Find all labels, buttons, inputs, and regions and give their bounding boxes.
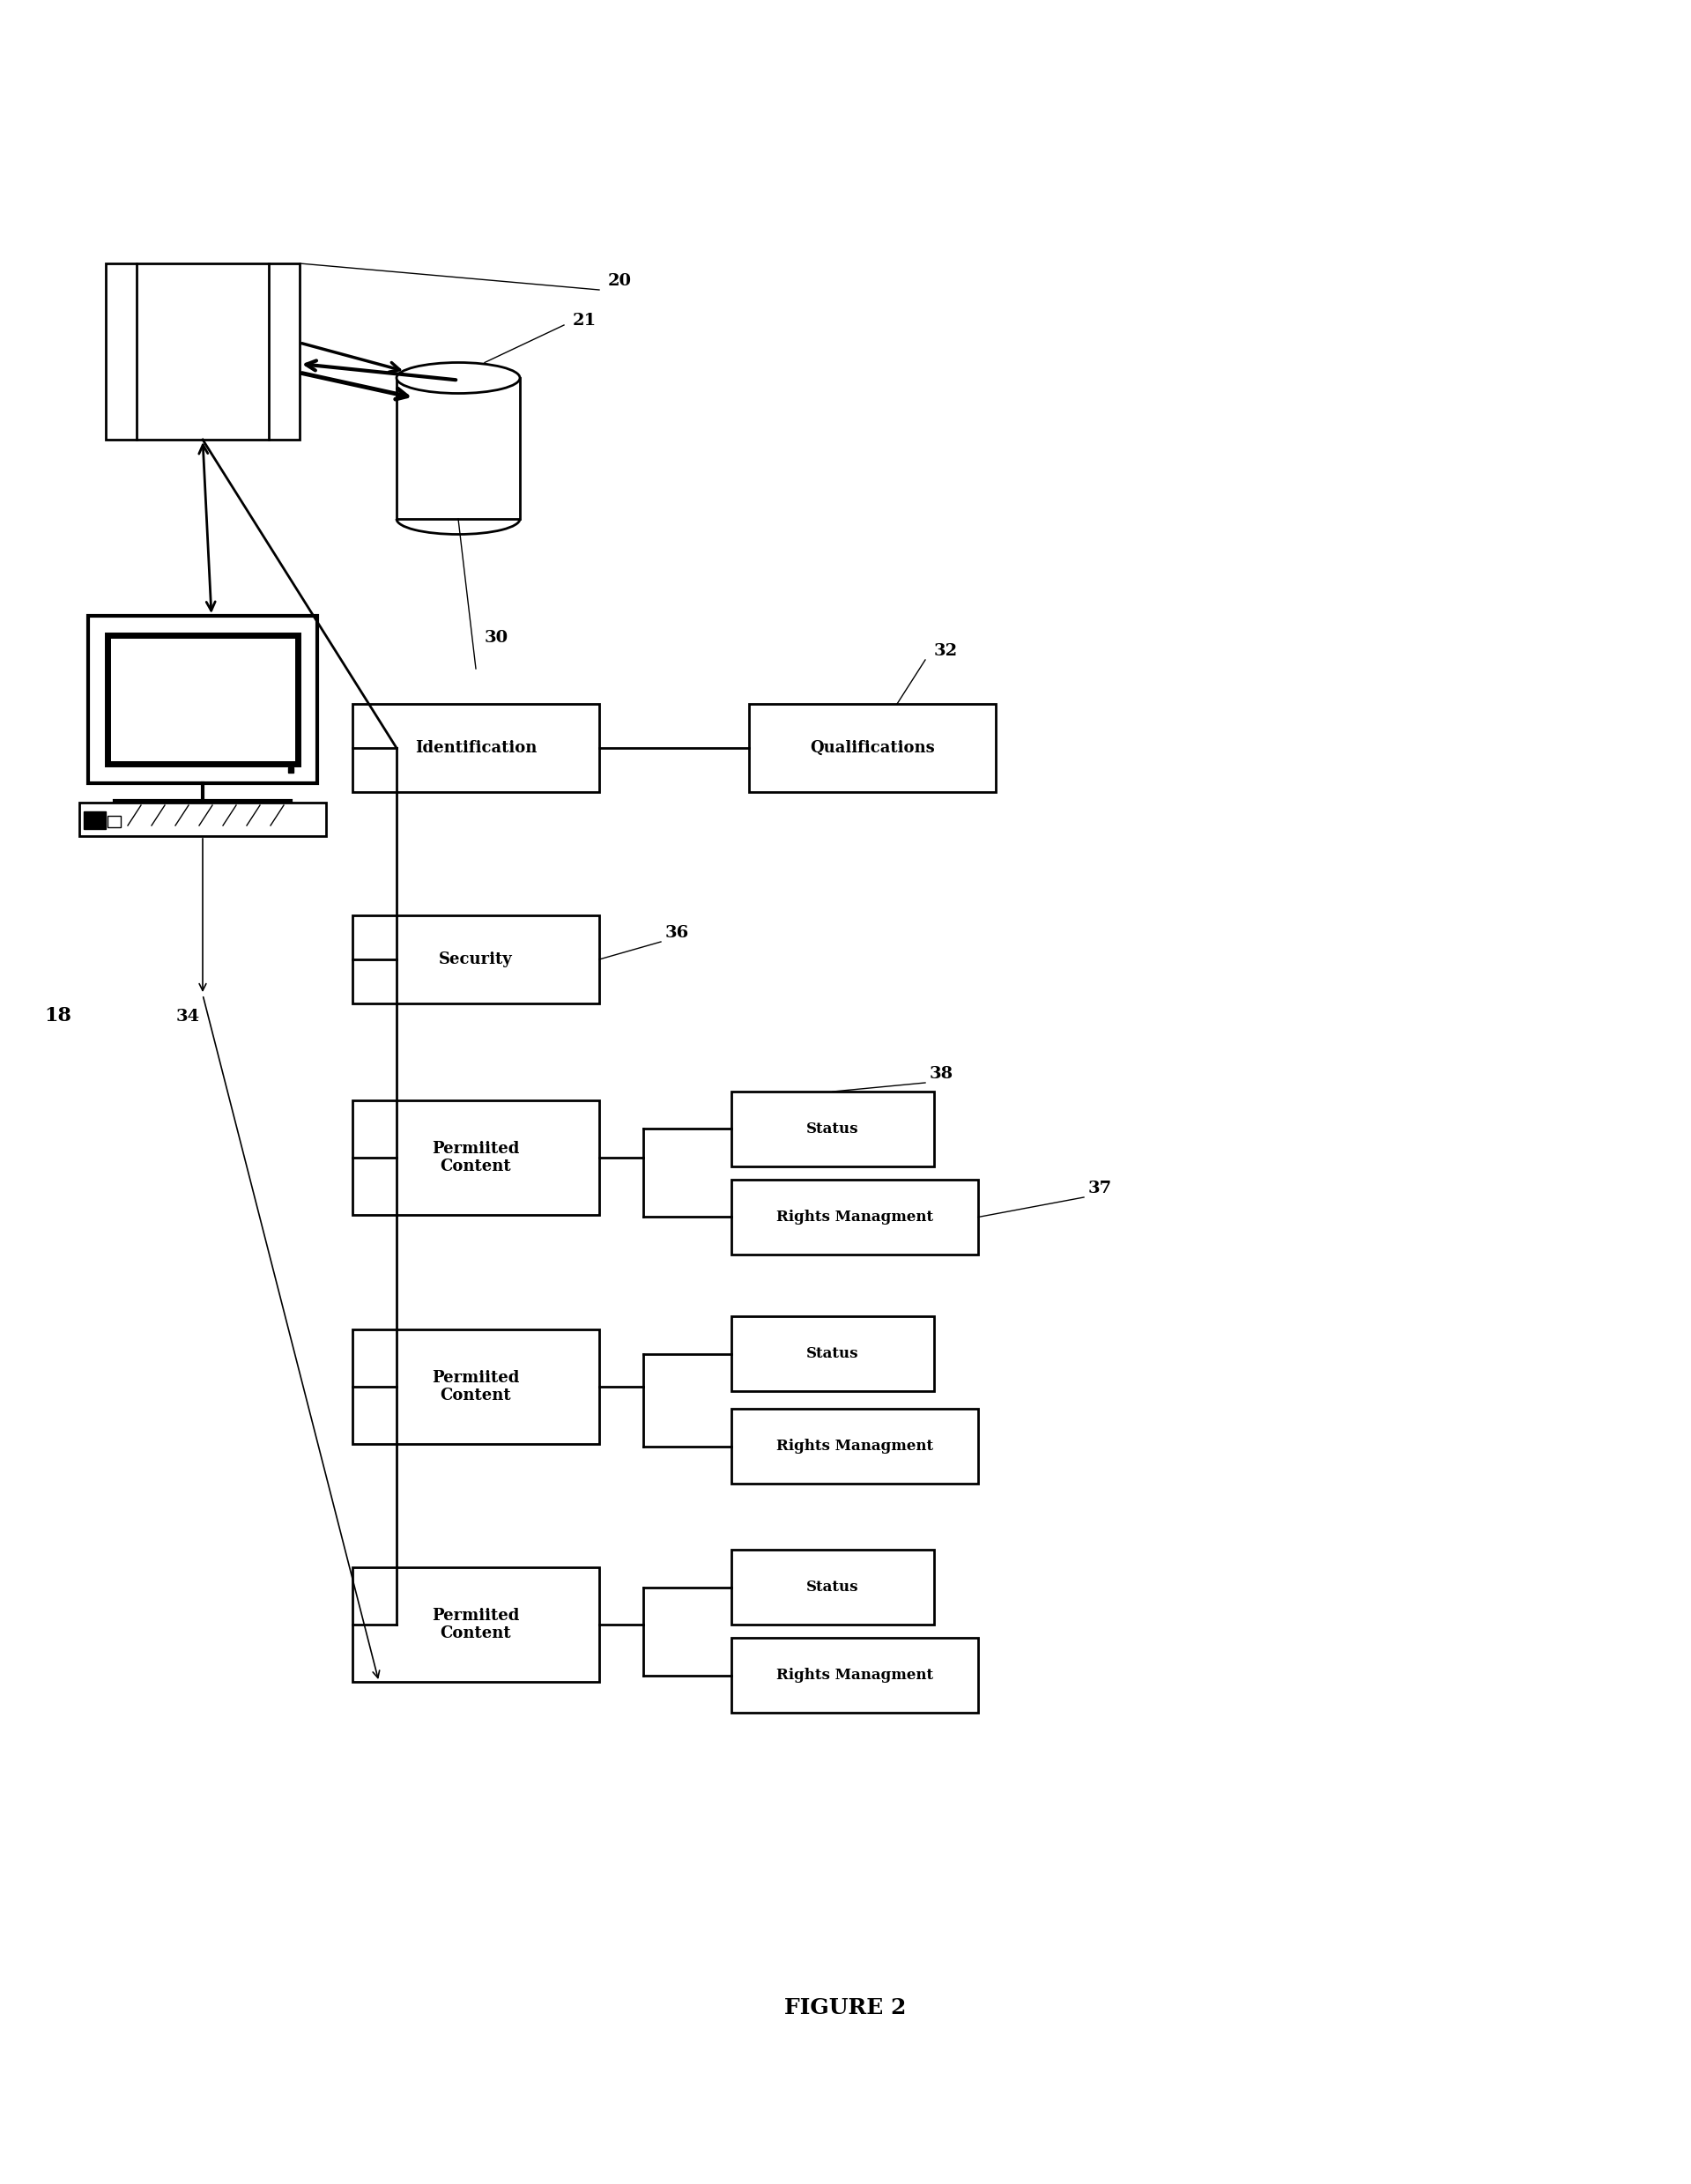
Text: 38: 38 <box>930 1066 954 1081</box>
FancyBboxPatch shape <box>352 915 599 1002</box>
FancyBboxPatch shape <box>352 1330 599 1444</box>
Text: 30: 30 <box>485 629 509 646</box>
FancyBboxPatch shape <box>352 703 599 793</box>
FancyBboxPatch shape <box>352 1101 599 1214</box>
Text: 36: 36 <box>665 926 690 941</box>
Text: Identification: Identification <box>414 740 536 756</box>
FancyBboxPatch shape <box>88 616 318 784</box>
Bar <box>107 264 299 439</box>
FancyBboxPatch shape <box>79 802 326 836</box>
FancyBboxPatch shape <box>749 703 996 793</box>
Text: Status: Status <box>807 1345 859 1361</box>
Text: Permiited
Content: Permiited Content <box>433 1369 519 1404</box>
FancyBboxPatch shape <box>732 1317 933 1391</box>
Text: FIGURE 2: FIGURE 2 <box>785 1996 906 2018</box>
Bar <box>396 378 519 520</box>
Text: 21: 21 <box>573 312 597 328</box>
FancyBboxPatch shape <box>352 1568 599 1682</box>
FancyBboxPatch shape <box>108 817 120 828</box>
Bar <box>85 812 107 830</box>
FancyBboxPatch shape <box>732 1409 977 1483</box>
Text: Rights Managment: Rights Managment <box>776 1439 933 1455</box>
Text: Qualifications: Qualifications <box>810 740 935 756</box>
Text: Status: Status <box>807 1123 859 1136</box>
FancyBboxPatch shape <box>732 1551 933 1625</box>
Text: 20: 20 <box>609 273 632 288</box>
Text: Rights Managment: Rights Managment <box>776 1210 933 1225</box>
Text: Rights Managment: Rights Managment <box>776 1669 933 1682</box>
Text: 34: 34 <box>176 1009 200 1024</box>
Text: Permiited
Content: Permiited Content <box>433 1607 519 1642</box>
Ellipse shape <box>396 363 519 393</box>
FancyBboxPatch shape <box>732 1179 977 1254</box>
Text: Security: Security <box>440 952 512 968</box>
Text: 18: 18 <box>44 1007 71 1026</box>
Text: 32: 32 <box>933 642 959 660</box>
Text: Permiited
Content: Permiited Content <box>433 1140 519 1175</box>
FancyBboxPatch shape <box>732 1092 933 1166</box>
FancyBboxPatch shape <box>732 1638 977 1712</box>
Text: 37: 37 <box>1089 1182 1113 1197</box>
Text: Status: Status <box>807 1579 859 1594</box>
FancyBboxPatch shape <box>108 636 298 764</box>
